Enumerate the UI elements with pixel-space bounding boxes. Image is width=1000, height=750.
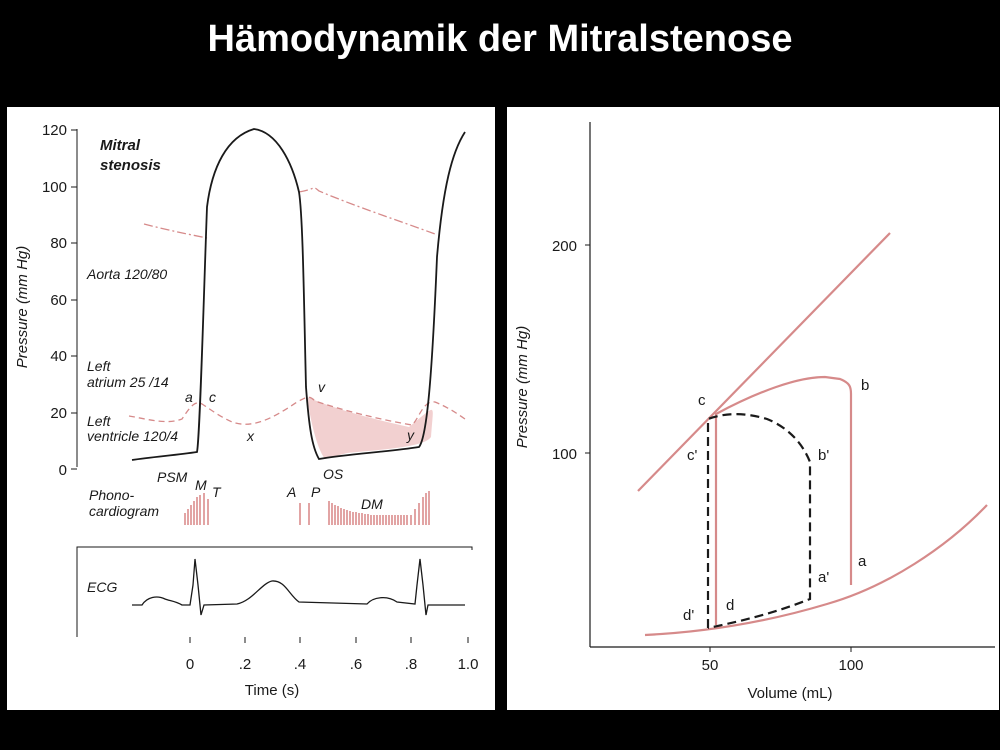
y-tick-20: 20 xyxy=(50,405,67,422)
x-tick-0: 0 xyxy=(186,656,194,673)
point-d-prime-label: d' xyxy=(683,607,694,624)
left-panel-pressure-time: 120 100 80 60 40 20 0 Pressure (mm Hg) M… xyxy=(7,107,495,710)
x-tick-1.0: 1.0 xyxy=(458,656,479,673)
left-ventricle-label-1: Left xyxy=(87,413,111,429)
point-a-prime-label: a' xyxy=(818,569,829,586)
y-tick-120: 120 xyxy=(42,122,67,139)
left-ventricle-pressure-curve xyxy=(131,128,466,461)
end-systolic-pressure-volume-line xyxy=(637,232,891,492)
dm-label: DM xyxy=(361,496,383,512)
end-diastolic-pressure-volume-curve xyxy=(644,504,988,637)
y-axis-label: Pressure (mm Hg) xyxy=(514,326,531,449)
left-atrium-label-2: atrium 25 /14 xyxy=(87,374,169,390)
y-ticks xyxy=(71,129,77,470)
y-tick-labels: 120 100 80 60 40 20 0 xyxy=(42,122,67,479)
point-a-label: a xyxy=(858,553,867,570)
left-ventricle-label-2: ventricle 120/4 xyxy=(87,428,178,444)
y-tick-40: 40 xyxy=(50,348,67,365)
point-d-label: d xyxy=(726,597,734,614)
y-tick-80: 80 xyxy=(50,235,67,252)
x-tick-100: 100 xyxy=(838,657,863,674)
ecg-box-top xyxy=(76,546,473,550)
opening-snap-label: OS xyxy=(323,466,344,482)
x-tick-0.6: .6 xyxy=(350,656,363,673)
normal-pressure-volume-loop xyxy=(714,375,853,625)
phonocardiogram-bars xyxy=(184,491,430,525)
wave-c-label: c xyxy=(209,389,216,405)
left-atrium-label-1: Left xyxy=(87,358,111,374)
y-tick-100: 100 xyxy=(42,179,67,196)
pressure-time-diagram: 120 100 80 60 40 20 0 Pressure (mm Hg) M… xyxy=(14,122,479,699)
x-tick-50: 50 xyxy=(702,657,719,674)
wave-v-label: v xyxy=(318,379,326,395)
a2-label: A xyxy=(286,484,296,500)
x-axis-label: Time (s) xyxy=(245,682,299,699)
diastolic-gradient-area xyxy=(307,397,433,459)
wave-a-label: a xyxy=(185,389,193,405)
ecg-trace xyxy=(132,558,465,616)
point-c-label: c xyxy=(698,392,706,409)
x-axis-label: Volume (mL) xyxy=(747,685,832,702)
aorta-pressure-curve xyxy=(143,187,436,239)
y-axis-label: Pressure (mm Hg) xyxy=(14,246,31,369)
y-tick-200: 200 xyxy=(552,238,577,255)
m-label: M xyxy=(195,477,207,493)
y-tick-0: 0 xyxy=(59,462,67,479)
pressure-volume-diagram: 200 100 50 100 Pressure (mm Hg) Volume (… xyxy=(514,122,995,702)
x-tick-0.8: .8 xyxy=(405,656,418,673)
x-tick-0.4: .4 xyxy=(294,656,307,673)
psm-label: PSM xyxy=(157,469,188,485)
chart-heading-line2: stenosis xyxy=(100,157,161,174)
x-tick-labels: 0 .2 .4 .6 .8 1.0 xyxy=(186,656,479,673)
phono-label-1: Phono- xyxy=(89,487,134,503)
point-b-label: b xyxy=(861,377,869,394)
aorta-label: Aorta 120/80 xyxy=(86,266,167,282)
axis-ticks xyxy=(585,244,852,652)
phono-label-2: cardiogram xyxy=(89,503,159,519)
right-panel-pressure-volume: 200 100 50 100 Pressure (mm Hg) Volume (… xyxy=(507,107,999,710)
mitral-stenosis-pressure-volume-loop xyxy=(706,413,812,630)
slide-title: Hämodynamik der Mitralstenose xyxy=(207,18,793,60)
left-atrium-pressure-curve xyxy=(128,396,466,426)
x-ticks xyxy=(189,637,469,643)
wave-y-label: y xyxy=(406,427,415,443)
y-tick-100: 100 xyxy=(552,446,577,463)
wave-x-label: x xyxy=(246,428,255,444)
p2-label: P xyxy=(311,484,321,500)
t-label: T xyxy=(212,484,222,500)
point-b-prime-label: b' xyxy=(818,447,829,464)
chart-heading-line1: Mitral xyxy=(100,137,141,154)
y-tick-60: 60 xyxy=(50,292,67,309)
point-c-prime-label: c' xyxy=(687,447,698,464)
ecg-label: ECG xyxy=(87,579,117,595)
x-tick-0.2: .2 xyxy=(239,656,252,673)
